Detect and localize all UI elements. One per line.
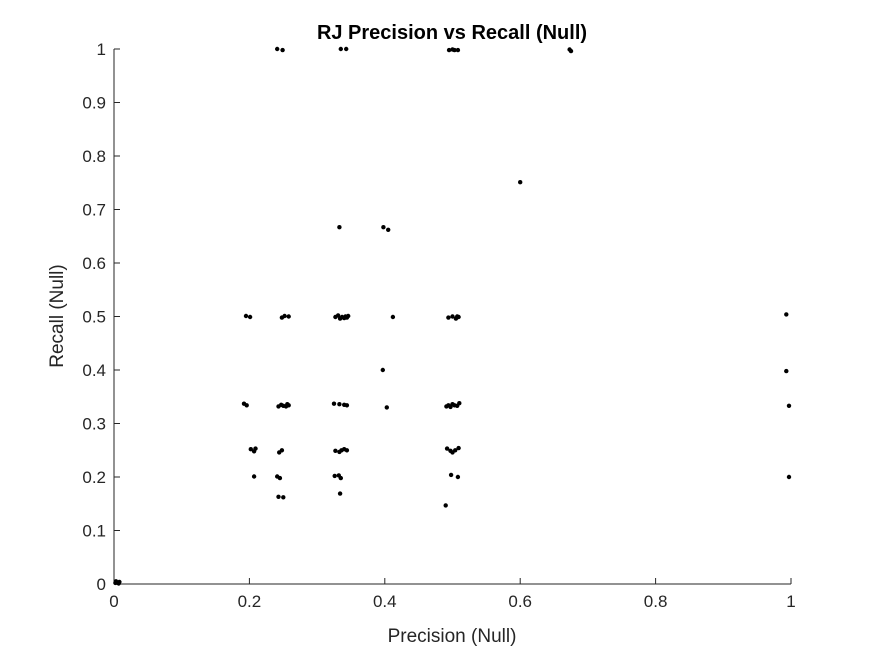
data-points	[113, 46, 792, 586]
data-point	[518, 180, 523, 185]
data-point	[380, 367, 385, 373]
data-point	[784, 312, 789, 317]
data-point	[568, 48, 574, 54]
y-axis-label: Recall (Null)	[47, 264, 68, 367]
x-tick-label: 1	[786, 592, 795, 611]
data-point	[286, 403, 291, 408]
data-point	[243, 313, 249, 319]
data-point	[282, 313, 287, 319]
y-tick-label: 0.7	[82, 201, 106, 220]
y-tick-label: 0.9	[82, 94, 106, 113]
data-point	[386, 227, 391, 232]
data-point	[456, 314, 461, 320]
x-axis-ticks: 0 0.2 0.4 0.6 0.8 1	[109, 578, 796, 611]
data-point	[344, 448, 350, 453]
x-tick-label: 0.2	[238, 592, 262, 611]
data-point	[247, 314, 253, 320]
data-point	[452, 47, 457, 53]
x-tick-label: 0	[109, 592, 118, 611]
x-axis-label: Precision (Null)	[388, 626, 517, 647]
y-tick-label: 1	[97, 40, 106, 59]
data-point	[279, 448, 285, 453]
y-tick-label: 0.8	[82, 147, 106, 166]
data-point	[337, 225, 342, 230]
data-point	[338, 475, 343, 481]
data-point	[456, 445, 461, 451]
data-point	[450, 314, 455, 319]
data-point	[116, 581, 121, 586]
data-point	[277, 475, 283, 481]
x-tick-label: 0.8	[644, 592, 668, 611]
y-tick-label: 0.6	[82, 254, 106, 273]
data-point	[457, 401, 462, 406]
y-tick-label: 0.1	[82, 522, 106, 541]
data-point	[275, 46, 280, 52]
chart-title: RJ Precision vs Recall (Null)	[317, 22, 587, 44]
data-point	[786, 474, 792, 480]
data-point	[455, 47, 461, 53]
y-tick-label: 0.5	[82, 308, 106, 327]
y-tick-label: 0.2	[82, 468, 106, 487]
data-point	[446, 47, 452, 53]
y-tick-label: 0	[97, 575, 106, 594]
y-tick-label: 0.4	[82, 361, 106, 380]
data-point	[286, 314, 291, 319]
data-point	[344, 46, 349, 52]
data-point	[786, 403, 792, 408]
data-point	[331, 401, 337, 406]
data-point	[453, 448, 458, 453]
data-point	[244, 403, 249, 408]
data-point	[381, 225, 386, 230]
data-point	[390, 314, 396, 320]
x-tick-label: 0.4	[373, 592, 397, 611]
data-point	[443, 503, 448, 508]
data-point	[338, 46, 343, 52]
data-point	[280, 47, 285, 53]
data-point	[333, 448, 338, 453]
data-point	[384, 405, 389, 410]
y-axis-ticks: 0 0.1 0.2 0.3 0.4 0.5 0.6 0.7 0.8 0.9 1	[82, 40, 120, 594]
data-point	[337, 402, 342, 407]
data-point	[253, 446, 258, 451]
data-point	[251, 474, 257, 479]
data-point	[346, 313, 351, 319]
data-point	[446, 315, 451, 320]
data-point	[248, 447, 253, 452]
data-point	[455, 474, 461, 480]
data-point	[344, 403, 350, 408]
data-point	[281, 495, 286, 500]
data-point	[784, 368, 789, 374]
y-tick-label: 0.3	[82, 415, 106, 434]
data-point	[448, 472, 454, 478]
data-point	[337, 491, 343, 496]
x-tick-label: 0.6	[508, 592, 532, 611]
data-point	[444, 446, 450, 451]
data-point	[332, 473, 337, 479]
data-point	[276, 494, 281, 499]
data-point	[335, 313, 341, 318]
